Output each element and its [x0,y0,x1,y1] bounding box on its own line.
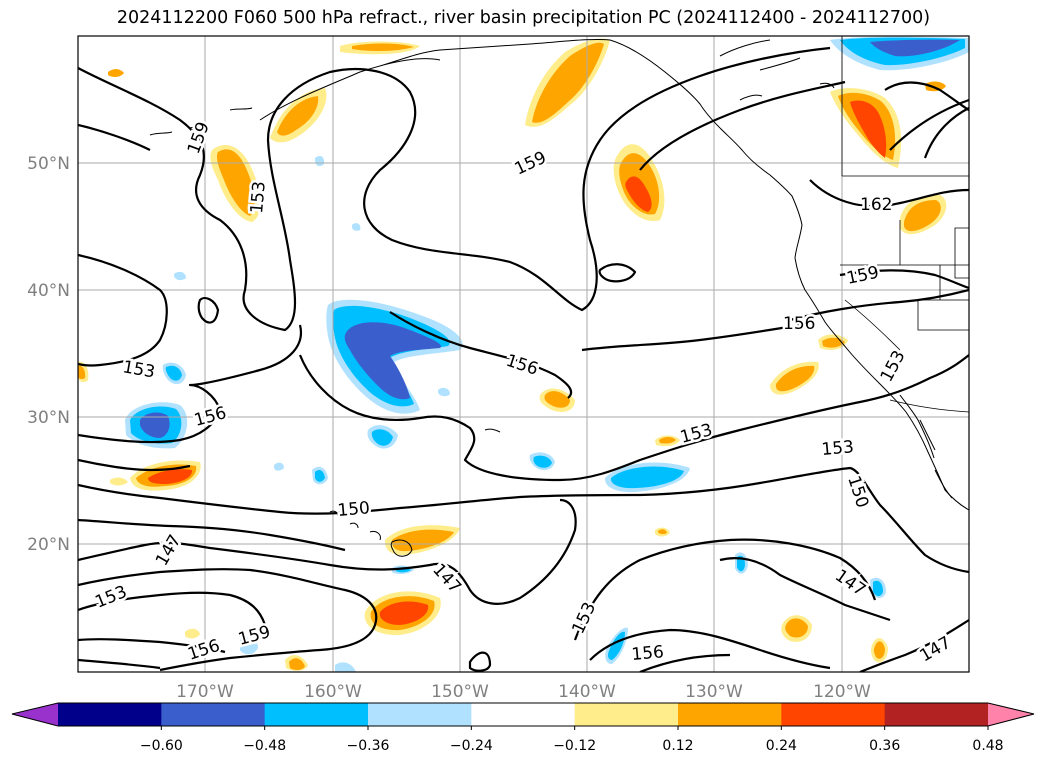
map-frame [77,35,970,673]
precip-shading [78,36,969,672]
colorbar-segment [884,703,989,726]
coastlines [149,38,969,557]
colorbar-outline [11,702,1035,727]
contour-label: 156 [631,642,665,665]
colorbar-segment [58,703,162,726]
coastline-alaska [259,38,721,129]
colorbar-segment [368,703,472,726]
contour-north-left [78,123,151,151]
colorbar: −0.60 −0.48 −0.36 −0.24 −0.12 0.12 0.24 0.36 0.4… [11,702,1035,754]
colorbar-segment [781,703,886,726]
lon-label-120w: 120°W [813,682,871,702]
colorbar-segment [264,703,369,726]
colorbar-tick-label: −0.60 [140,738,183,754]
contour-156-east [789,288,969,322]
colorbar-tick-label: 0.12 [662,738,693,754]
contour-162 [809,179,969,208]
lon-label-130w: 130°W [685,682,743,702]
lat-label-40n: 40°N [27,281,70,301]
colorbar-tick-label: −0.48 [243,738,286,754]
borders [840,36,969,413]
contour-159-east [839,269,969,290]
contours [78,46,969,672]
contour-label: 150 [337,498,371,521]
contour-153-south [78,591,267,626]
contour-147 [78,498,577,605]
colorbar-segment [678,703,782,726]
colorbar-segment [988,703,1034,726]
lat-labels: 50°N 40°N 30°N 20°N [27,154,70,555]
island-hawaii [329,510,413,557]
lat-label-20n: 20°N [27,535,70,555]
colorbar-segment [471,703,576,726]
contour-156-mid [389,311,801,399]
coastline-bc [719,127,803,259]
map-background [78,36,969,672]
lon-label-150w: 150°W [431,682,489,702]
contour-150 [78,466,969,574]
contour-label: 162 [860,195,892,215]
colorbar-segment [12,703,58,726]
contour-label: 153 [821,437,855,460]
colorbar-tick-label: −0.12 [553,738,596,754]
lat-label-30n: 30°N [27,408,70,428]
lon-label-140w: 140°W [558,682,616,702]
contour-label: 156 [783,314,815,334]
contour-159-alaska [78,46,831,332]
colorbar-tick-label: −0.24 [450,738,493,754]
coastline-baja [899,394,953,499]
colorbar-tick-label: −0.36 [347,738,390,754]
colorbar-tick-label: 0.48 [972,738,1003,754]
contour-label: 153 [247,180,270,214]
map-title: 2024112200 F060 500 hPa refract., river … [116,8,931,28]
lon-labels: 170°W 160°W 150°W 140°W 130°W 120°W [176,682,871,702]
contour-156-south [78,638,226,654]
contour-closed-ne [639,80,846,171]
colorbar-segment [574,703,679,726]
colorbar-tick-label: 0.24 [766,738,797,754]
colorbar-tick-label: 0.36 [869,738,900,754]
lon-label-170w: 170°W [176,682,234,702]
colorbar-segment [161,703,266,726]
contour-153-mid [78,324,969,482]
lon-label-160w: 160°W [304,682,362,702]
lat-label-50n: 50°N [27,154,70,174]
contour-east-south [573,538,877,641]
border-us-mexico [889,399,969,413]
graticule [78,36,969,672]
